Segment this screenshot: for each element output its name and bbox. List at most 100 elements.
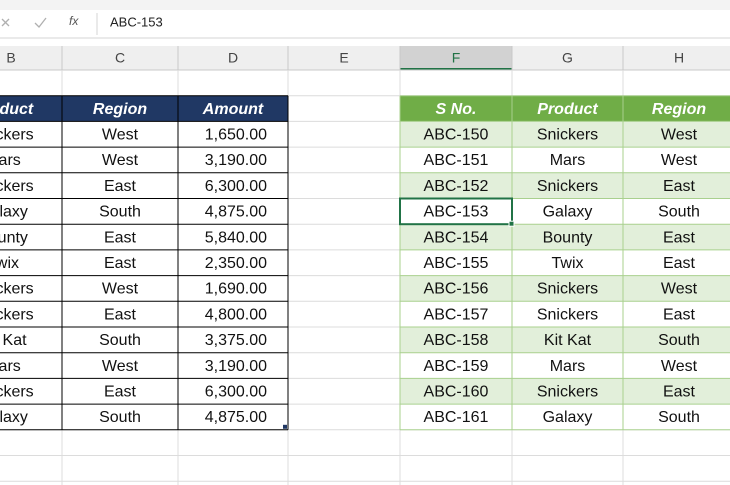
table-cell[interactable]: Snickers: [537, 178, 598, 195]
table-cell[interactable]: Galaxy: [0, 409, 28, 426]
table-cell[interactable]: Snickers: [537, 281, 598, 298]
row-bg: [0, 249, 288, 276]
table-cell[interactable]: Galaxy: [0, 204, 28, 221]
table-cell[interactable]: East: [663, 229, 696, 246]
column-header[interactable]: E: [339, 50, 348, 66]
table-cell[interactable]: ABC-156: [424, 281, 489, 298]
table-cell[interactable]: East: [663, 383, 696, 400]
table-cell[interactable]: Snickers: [0, 126, 34, 143]
table-cell[interactable]: 3,375.00: [205, 332, 267, 349]
row-bg: [400, 327, 730, 353]
table-cell[interactable]: South: [658, 204, 700, 221]
table-cell[interactable]: South: [658, 332, 700, 349]
table-cell[interactable]: 4,875.00: [205, 409, 267, 426]
table-cell[interactable]: Kit Kat: [544, 332, 592, 349]
column-header[interactable]: G: [562, 50, 573, 66]
table-cell[interactable]: East: [104, 383, 137, 400]
table-header[interactable]: Region: [93, 101, 147, 118]
column-header-selected: [400, 46, 512, 70]
column-header[interactable]: C: [115, 50, 125, 66]
table-cell[interactable]: ABC-158: [424, 332, 489, 349]
table-cell[interactable]: West: [102, 126, 139, 143]
cancel-icon[interactable]: [1, 18, 10, 27]
table-cell[interactable]: East: [663, 178, 696, 195]
fill-handle: [508, 220, 515, 227]
table-cell[interactable]: Snickers: [537, 306, 598, 323]
table-cell[interactable]: ABC-157: [424, 306, 489, 323]
table-cell[interactable]: 6,300.00: [205, 178, 267, 195]
table-cell[interactable]: Mars: [0, 152, 21, 169]
fx-icon[interactable]: fx: [69, 14, 79, 28]
table-cell[interactable]: 4,875.00: [205, 204, 267, 221]
ribbon-edge: [0, 0, 730, 10]
table-cell[interactable]: 5,840.00: [205, 229, 267, 246]
table-header[interactable]: Region: [652, 101, 706, 118]
table-cell[interactable]: Kit Kat: [0, 332, 27, 349]
row-bg: [0, 352, 288, 379]
table-cell[interactable]: Mars: [550, 358, 586, 375]
table-header[interactable]: Product: [0, 101, 34, 118]
table-cell[interactable]: Mars: [0, 358, 21, 375]
table-cell[interactable]: West: [661, 152, 698, 169]
table-cell[interactable]: ABC-155: [424, 255, 489, 272]
table-cell[interactable]: ABC-150: [424, 126, 489, 143]
table-cell[interactable]: Snickers: [0, 383, 34, 400]
table-cell[interactable]: West: [102, 152, 139, 169]
table-cell[interactable]: Mars: [550, 152, 586, 169]
table-cell[interactable]: East: [663, 306, 696, 323]
table-cell[interactable]: West: [661, 126, 698, 143]
row-bg: [0, 198, 288, 225]
table-cell[interactable]: East: [104, 229, 137, 246]
table-cell[interactable]: ABC-154: [424, 229, 489, 246]
table-cell[interactable]: East: [104, 255, 137, 272]
table-cell[interactable]: 4,800.00: [205, 306, 267, 323]
table-cell[interactable]: Snickers: [0, 306, 34, 323]
table-cell[interactable]: West: [102, 281, 139, 298]
column-header[interactable]: H: [674, 50, 684, 66]
table-cell[interactable]: ABC-161: [424, 409, 489, 426]
table-cell[interactable]: Snickers: [0, 178, 34, 195]
table-cell[interactable]: ABC-153: [424, 204, 489, 221]
table-cell[interactable]: South: [99, 204, 141, 221]
table-cell[interactable]: South: [99, 409, 141, 426]
table-cell[interactable]: Snickers: [0, 281, 34, 298]
row-bg: [0, 378, 288, 405]
table-cell[interactable]: 6,300.00: [205, 383, 267, 400]
table-cell[interactable]: West: [661, 281, 698, 298]
enter-icon[interactable]: [34, 17, 47, 28]
table-cell[interactable]: West: [102, 358, 139, 375]
table-cell[interactable]: ABC-151: [424, 152, 489, 169]
row-bg: [400, 249, 730, 276]
table-cell[interactable]: South: [658, 409, 700, 426]
row-bg: [400, 147, 730, 173]
table-cell[interactable]: ABC-159: [424, 358, 489, 375]
table-cell[interactable]: East: [104, 306, 137, 323]
header-row-bg: [0, 95, 288, 122]
table-cell[interactable]: 1,650.00: [205, 126, 267, 143]
table-cell[interactable]: Twix: [552, 255, 584, 272]
table-cell[interactable]: ABC-160: [424, 383, 489, 400]
table-cell[interactable]: 3,190.00: [205, 152, 267, 169]
table-cell[interactable]: Snickers: [537, 383, 598, 400]
table-cell[interactable]: Bounty: [543, 229, 593, 246]
table-cell[interactable]: Twix: [0, 255, 19, 272]
table-header[interactable]: S No.: [436, 101, 477, 118]
table-cell[interactable]: 3,190.00: [205, 358, 267, 375]
table-header[interactable]: Amount: [202, 101, 264, 118]
table-cell[interactable]: Galaxy: [543, 409, 593, 426]
table-cell[interactable]: Snickers: [537, 126, 598, 143]
table-cell[interactable]: East: [104, 178, 137, 195]
table-cell[interactable]: West: [661, 358, 698, 375]
table-cell[interactable]: ABC-152: [424, 178, 489, 195]
table-cell[interactable]: 2,350.00: [205, 255, 267, 272]
table-cell[interactable]: 1,690.00: [205, 281, 267, 298]
table-cell[interactable]: Bounty: [0, 229, 28, 246]
table-cell[interactable]: Galaxy: [543, 204, 593, 221]
table-cell[interactable]: South: [99, 332, 141, 349]
table-header[interactable]: Product: [537, 101, 598, 118]
formula-content[interactable]: ABC-153: [110, 14, 163, 29]
table-cell[interactable]: East: [663, 255, 696, 272]
column-header[interactable]: F: [452, 50, 461, 66]
column-header[interactable]: D: [228, 50, 238, 66]
column-header[interactable]: B: [6, 50, 15, 66]
